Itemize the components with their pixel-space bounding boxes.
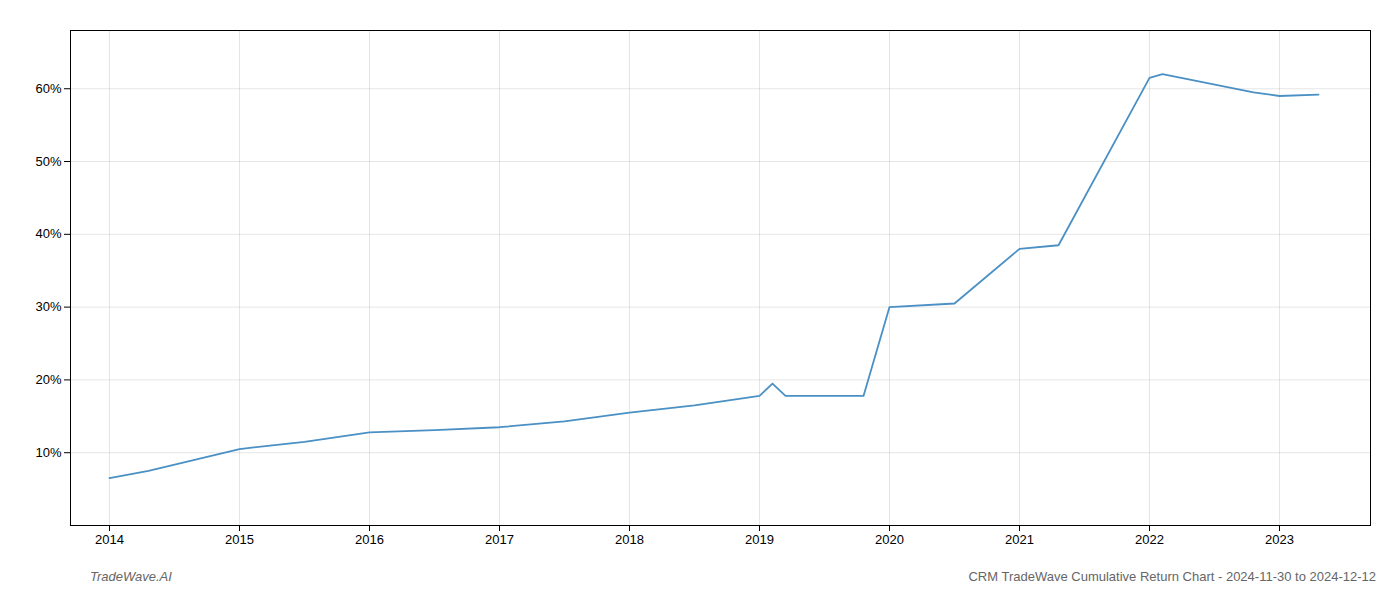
svg-text:2014: 2014 <box>95 532 124 547</box>
svg-text:2016: 2016 <box>355 532 384 547</box>
svg-text:2021: 2021 <box>1005 532 1034 547</box>
svg-text:2015: 2015 <box>225 532 254 547</box>
svg-text:30%: 30% <box>35 299 61 314</box>
svg-text:2023: 2023 <box>1265 532 1294 547</box>
svg-text:2020: 2020 <box>875 532 904 547</box>
svg-text:2018: 2018 <box>615 532 644 547</box>
svg-text:2019: 2019 <box>745 532 774 547</box>
svg-text:2022: 2022 <box>1135 532 1164 547</box>
html-text:TradeWave.AI: TradeWave.AI <box>90 569 172 584</box>
svg-text:2017: 2017 <box>485 532 514 547</box>
svg-text:20%: 20% <box>35 372 61 387</box>
svg-text:40%: 40% <box>35 226 61 241</box>
svg-text:10%: 10% <box>35 445 61 460</box>
svg-text:50%: 50% <box>35 154 61 169</box>
html-text:CRM TradeWave Cumulative Retur: CRM TradeWave Cumulative Return Chart - … <box>968 569 1376 584</box>
svg-text:60%: 60% <box>35 81 61 96</box>
